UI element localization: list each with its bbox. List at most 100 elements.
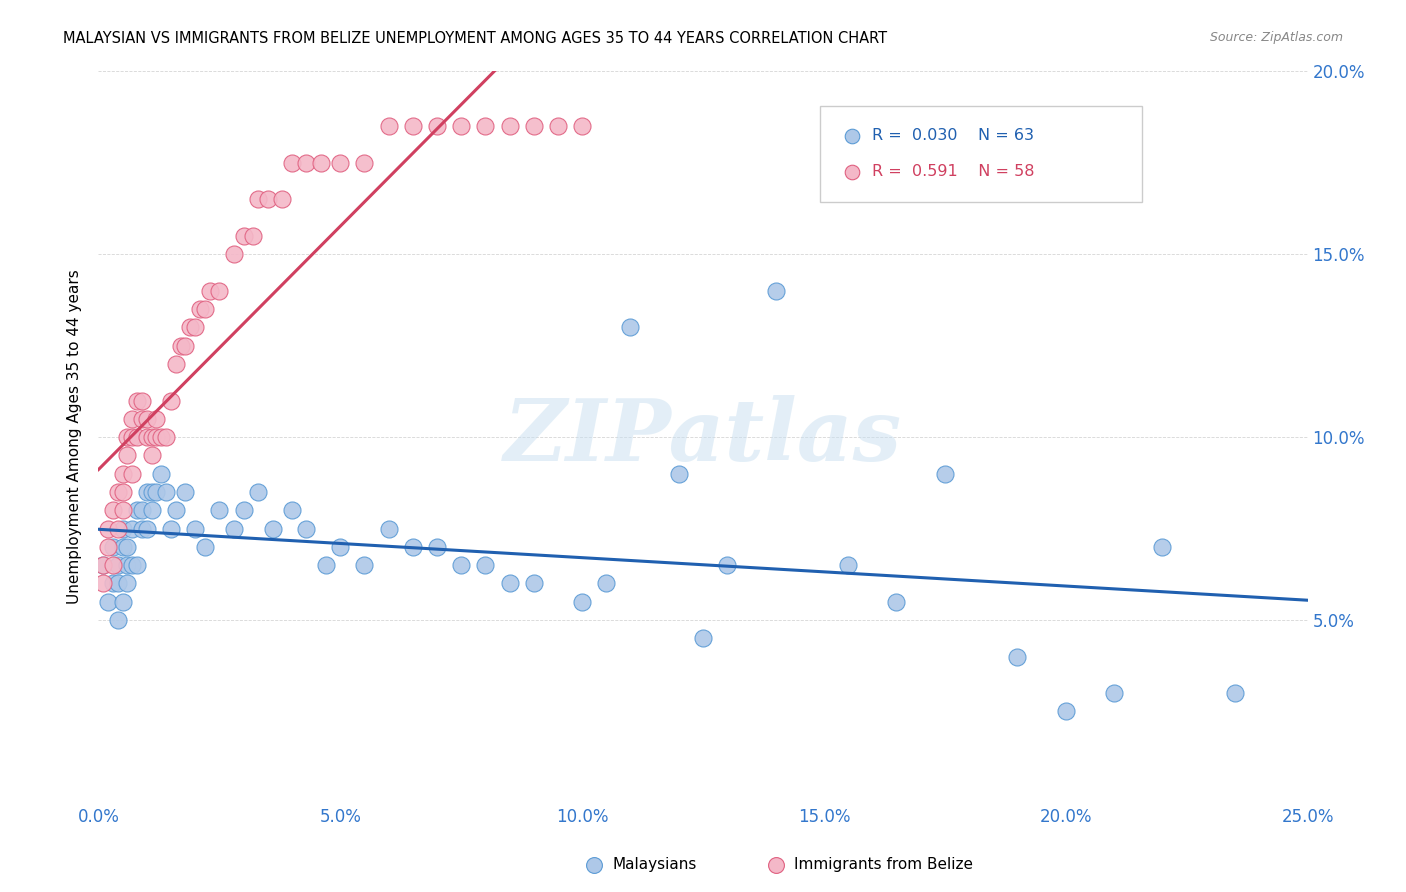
Point — [184, 521, 207, 535]
Point — [174, 485, 197, 500]
Point — [107, 558, 129, 573]
Point — [101, 576, 124, 591]
Point — [184, 320, 207, 334]
Point — [165, 357, 187, 371]
Point — [160, 393, 183, 408]
Point — [377, 521, 399, 535]
Point — [91, 558, 114, 573]
Point — [498, 576, 520, 591]
Point — [121, 467, 143, 481]
Point — [837, 558, 859, 573]
Point — [97, 521, 120, 535]
Point — [121, 430, 143, 444]
Point — [595, 576, 617, 591]
FancyBboxPatch shape — [820, 106, 1142, 202]
Point — [295, 521, 318, 535]
Point — [474, 120, 496, 134]
Point — [131, 393, 153, 408]
Point — [208, 503, 231, 517]
Point — [131, 503, 153, 517]
Point — [188, 301, 211, 317]
Point — [135, 485, 157, 500]
Point — [309, 156, 332, 170]
Point — [145, 485, 167, 500]
Point — [247, 192, 270, 206]
Point — [247, 485, 270, 500]
Point — [571, 120, 593, 134]
Point — [716, 558, 738, 573]
Point — [1007, 649, 1029, 664]
Point — [121, 521, 143, 535]
Point — [160, 521, 183, 535]
Point — [107, 576, 129, 591]
Point — [127, 503, 149, 517]
Point — [111, 521, 134, 535]
Point — [692, 632, 714, 646]
Point — [91, 576, 114, 591]
Text: Malaysians: Malaysians — [613, 857, 697, 872]
Point — [150, 467, 173, 481]
Point — [232, 229, 254, 244]
Point — [135, 521, 157, 535]
Text: ZIPatlas: ZIPatlas — [503, 395, 903, 479]
Point — [97, 540, 120, 554]
Point — [165, 503, 187, 517]
Point — [450, 558, 472, 573]
Point — [179, 320, 201, 334]
Point — [141, 503, 163, 517]
Point — [315, 558, 337, 573]
Point — [329, 540, 352, 554]
Text: MALAYSIAN VS IMMIGRANTS FROM BELIZE UNEMPLOYMENT AMONG AGES 35 TO 44 YEARS CORRE: MALAYSIAN VS IMMIGRANTS FROM BELIZE UNEM… — [63, 31, 887, 46]
Point — [271, 192, 294, 206]
Point — [121, 558, 143, 573]
Point — [127, 558, 149, 573]
Point — [145, 430, 167, 444]
Point — [934, 467, 956, 481]
Point — [127, 393, 149, 408]
Point — [145, 412, 167, 426]
Point — [117, 540, 139, 554]
Point — [127, 430, 149, 444]
Text: Source: ZipAtlas.com: Source: ZipAtlas.com — [1209, 31, 1343, 45]
Point — [155, 430, 177, 444]
Point — [117, 448, 139, 462]
Point — [402, 540, 425, 554]
Point — [141, 485, 163, 500]
Point — [402, 120, 425, 134]
Point — [208, 284, 231, 298]
Point — [886, 594, 908, 608]
Point — [101, 558, 124, 573]
Point — [222, 521, 245, 535]
Point — [571, 594, 593, 608]
Point — [668, 467, 690, 481]
Point — [107, 485, 129, 500]
Point — [101, 540, 124, 554]
Point — [117, 558, 139, 573]
Point — [141, 448, 163, 462]
Point — [111, 540, 134, 554]
Point — [101, 503, 124, 517]
Point — [131, 412, 153, 426]
Point — [377, 120, 399, 134]
Point — [97, 594, 120, 608]
Point — [111, 485, 134, 500]
Point — [135, 412, 157, 426]
Point — [141, 430, 163, 444]
Point — [1102, 686, 1125, 700]
Point — [150, 430, 173, 444]
Point — [111, 467, 134, 481]
Point — [242, 229, 264, 244]
Point — [117, 430, 139, 444]
Text: Immigrants from Belize: Immigrants from Belize — [793, 857, 973, 872]
Point — [329, 156, 352, 170]
Point — [619, 320, 641, 334]
Point — [523, 576, 546, 591]
Point — [169, 338, 191, 352]
Point — [547, 120, 569, 134]
Point — [111, 503, 134, 517]
Point — [281, 503, 304, 517]
Point — [107, 613, 129, 627]
Point — [1152, 540, 1174, 554]
Point — [353, 156, 375, 170]
Point — [426, 540, 449, 554]
